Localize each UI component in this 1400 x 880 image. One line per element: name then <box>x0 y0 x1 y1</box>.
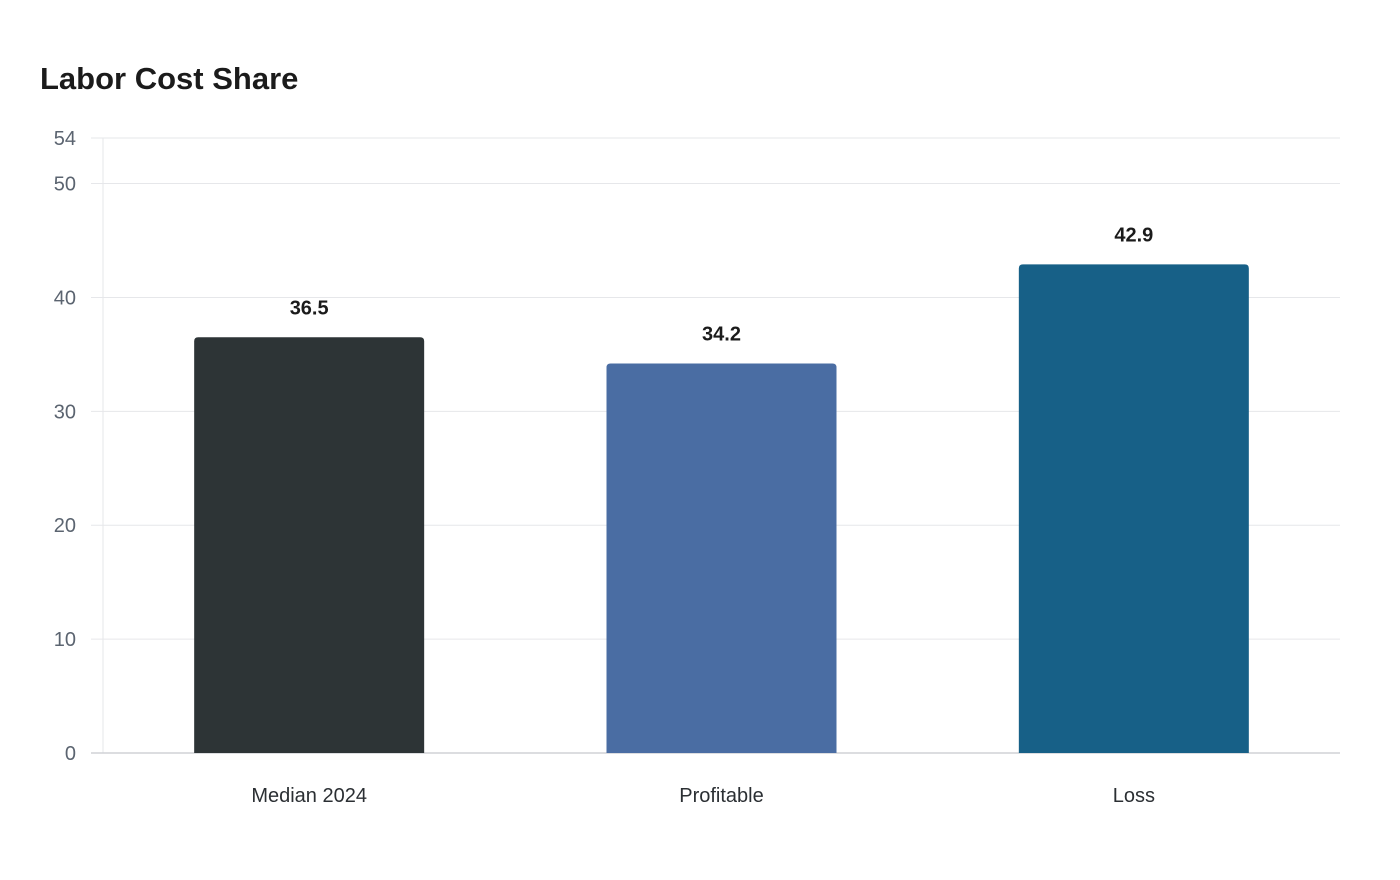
y-tick-label: 10 <box>54 629 76 651</box>
y-tick-label: 50 <box>54 174 76 196</box>
x-tick-label: Profitable <box>679 785 764 807</box>
bars <box>194 264 1249 753</box>
chart-title: Labor Cost Share <box>40 61 299 96</box>
bar-loss[interactable] <box>1018 264 1249 753</box>
x-axis-ticks: Median 2024 Profitable Loss <box>251 785 1155 807</box>
y-tick-label: 0 <box>65 743 76 765</box>
y-axis-ticks: 0 10 20 30 40 50 54 <box>54 128 76 765</box>
y-tick-label: 54 <box>54 128 76 150</box>
data-label: 36.5 <box>290 297 329 319</box>
y-tick-label: 20 <box>54 515 76 537</box>
data-labels: 36.5 34.2 42.9 <box>290 224 1154 345</box>
x-tick-label: Loss <box>1113 785 1155 807</box>
x-tick-label: Median 2024 <box>251 785 367 807</box>
bar-median-2024[interactable] <box>194 337 425 753</box>
data-label: 42.9 <box>1114 224 1153 246</box>
data-label: 34.2 <box>702 324 741 346</box>
y-tick-label: 40 <box>54 287 76 309</box>
y-tick-label: 30 <box>54 401 76 423</box>
bar-profitable[interactable] <box>606 363 837 754</box>
